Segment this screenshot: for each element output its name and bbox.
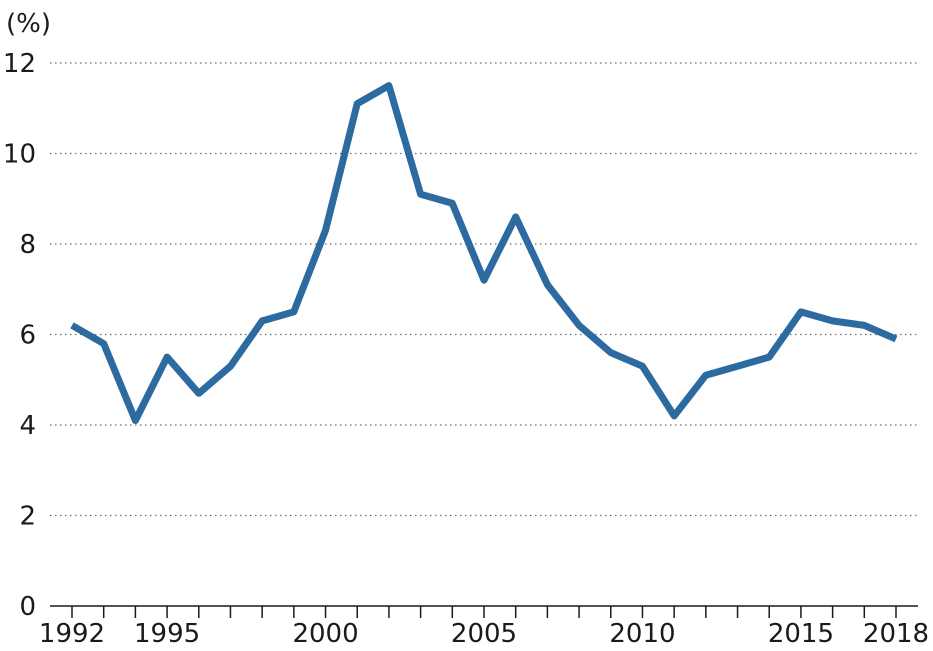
x-tick-label: 2000 bbox=[292, 619, 358, 649]
y-tick-label: 0 bbox=[19, 592, 36, 622]
x-tick-label: 1995 bbox=[134, 619, 200, 649]
y-axis-unit-label: (%) bbox=[6, 9, 51, 39]
x-tick-label: 2005 bbox=[451, 619, 517, 649]
y-tick-label: 2 bbox=[19, 502, 36, 532]
y-tick-label: 6 bbox=[19, 321, 36, 351]
series-group bbox=[70, 82, 898, 424]
x-tick-label: 1992 bbox=[39, 619, 105, 649]
y-axis-ticks: 0 2 4 6 8 10 12 bbox=[3, 49, 36, 622]
x-tick-label: 2015 bbox=[768, 619, 834, 649]
y-tick-label: 4 bbox=[19, 411, 36, 441]
y-tick-label: 8 bbox=[19, 230, 36, 260]
y-tick-label: 10 bbox=[3, 140, 36, 170]
series-line bbox=[70, 82, 898, 424]
x-tick-label: 2010 bbox=[609, 619, 675, 649]
y-tick-label: 12 bbox=[3, 49, 36, 79]
x-axis-ticks: 1992 1995 2000 2005 2010 2015 2018 bbox=[39, 606, 929, 649]
x-tick-label: 2018 bbox=[863, 619, 929, 649]
gridlines bbox=[50, 62, 918, 517]
